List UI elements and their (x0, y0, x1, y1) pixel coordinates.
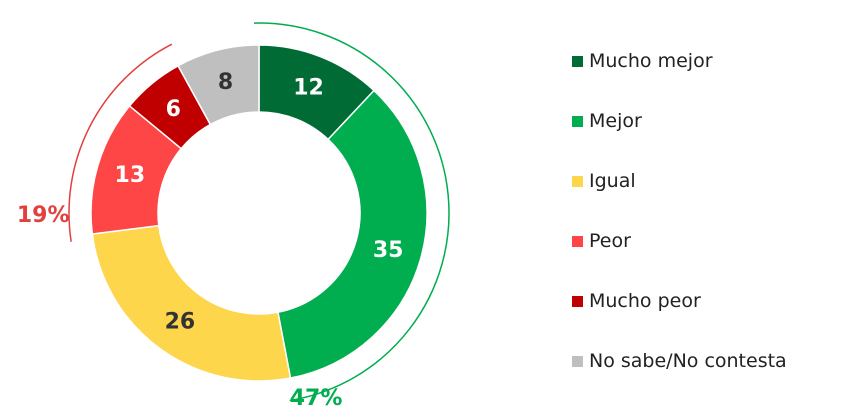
legend-item-no-sabe-no-contesta: No sabe/No contesta (572, 346, 787, 376)
legend-label: Mucho mejor (589, 50, 713, 72)
slice-value-label-mejor: 35 (373, 238, 404, 263)
group-percent-label-1: 19% (17, 203, 70, 228)
slice-value-label-mucho-peor: 6 (166, 97, 181, 122)
legend-item-mucho-mejor: Mucho mejor (572, 46, 713, 76)
legend-swatch (572, 355, 583, 367)
legend-item-mucho-peor: Mucho peor (572, 286, 701, 316)
legend-label: Igual (589, 170, 636, 192)
legend-item-mejor: Mejor (572, 106, 642, 136)
legend-label: Mejor (589, 110, 642, 132)
slice-value-label-peor: 13 (115, 163, 146, 188)
slice-value-label-no-sabe-no-contesta: 8 (218, 70, 233, 95)
legend-swatch (572, 55, 583, 67)
legend-item-igual: Igual (572, 166, 636, 196)
legend-label: Peor (589, 230, 631, 252)
slice-no-sabe-no-contesta (177, 44, 260, 126)
legend-swatch (572, 175, 583, 187)
group-bracket-0 (254, 22, 450, 402)
legend-swatch (572, 235, 583, 247)
legend-label: No sabe/No contesta (589, 350, 787, 372)
slice-value-label-mucho-mejor: 12 (293, 75, 324, 100)
legend-label: Mucho peor (589, 290, 701, 312)
slice-igual (91, 224, 292, 382)
legend-swatch (572, 115, 583, 127)
group-bracket-1 (68, 43, 173, 242)
slice-mejor (277, 89, 428, 379)
legend-swatch (572, 295, 583, 307)
group-percent-label-0: 47% (290, 386, 343, 411)
slice-value-label-igual: 26 (165, 309, 196, 334)
legend-item-peor: Peor (572, 226, 631, 256)
